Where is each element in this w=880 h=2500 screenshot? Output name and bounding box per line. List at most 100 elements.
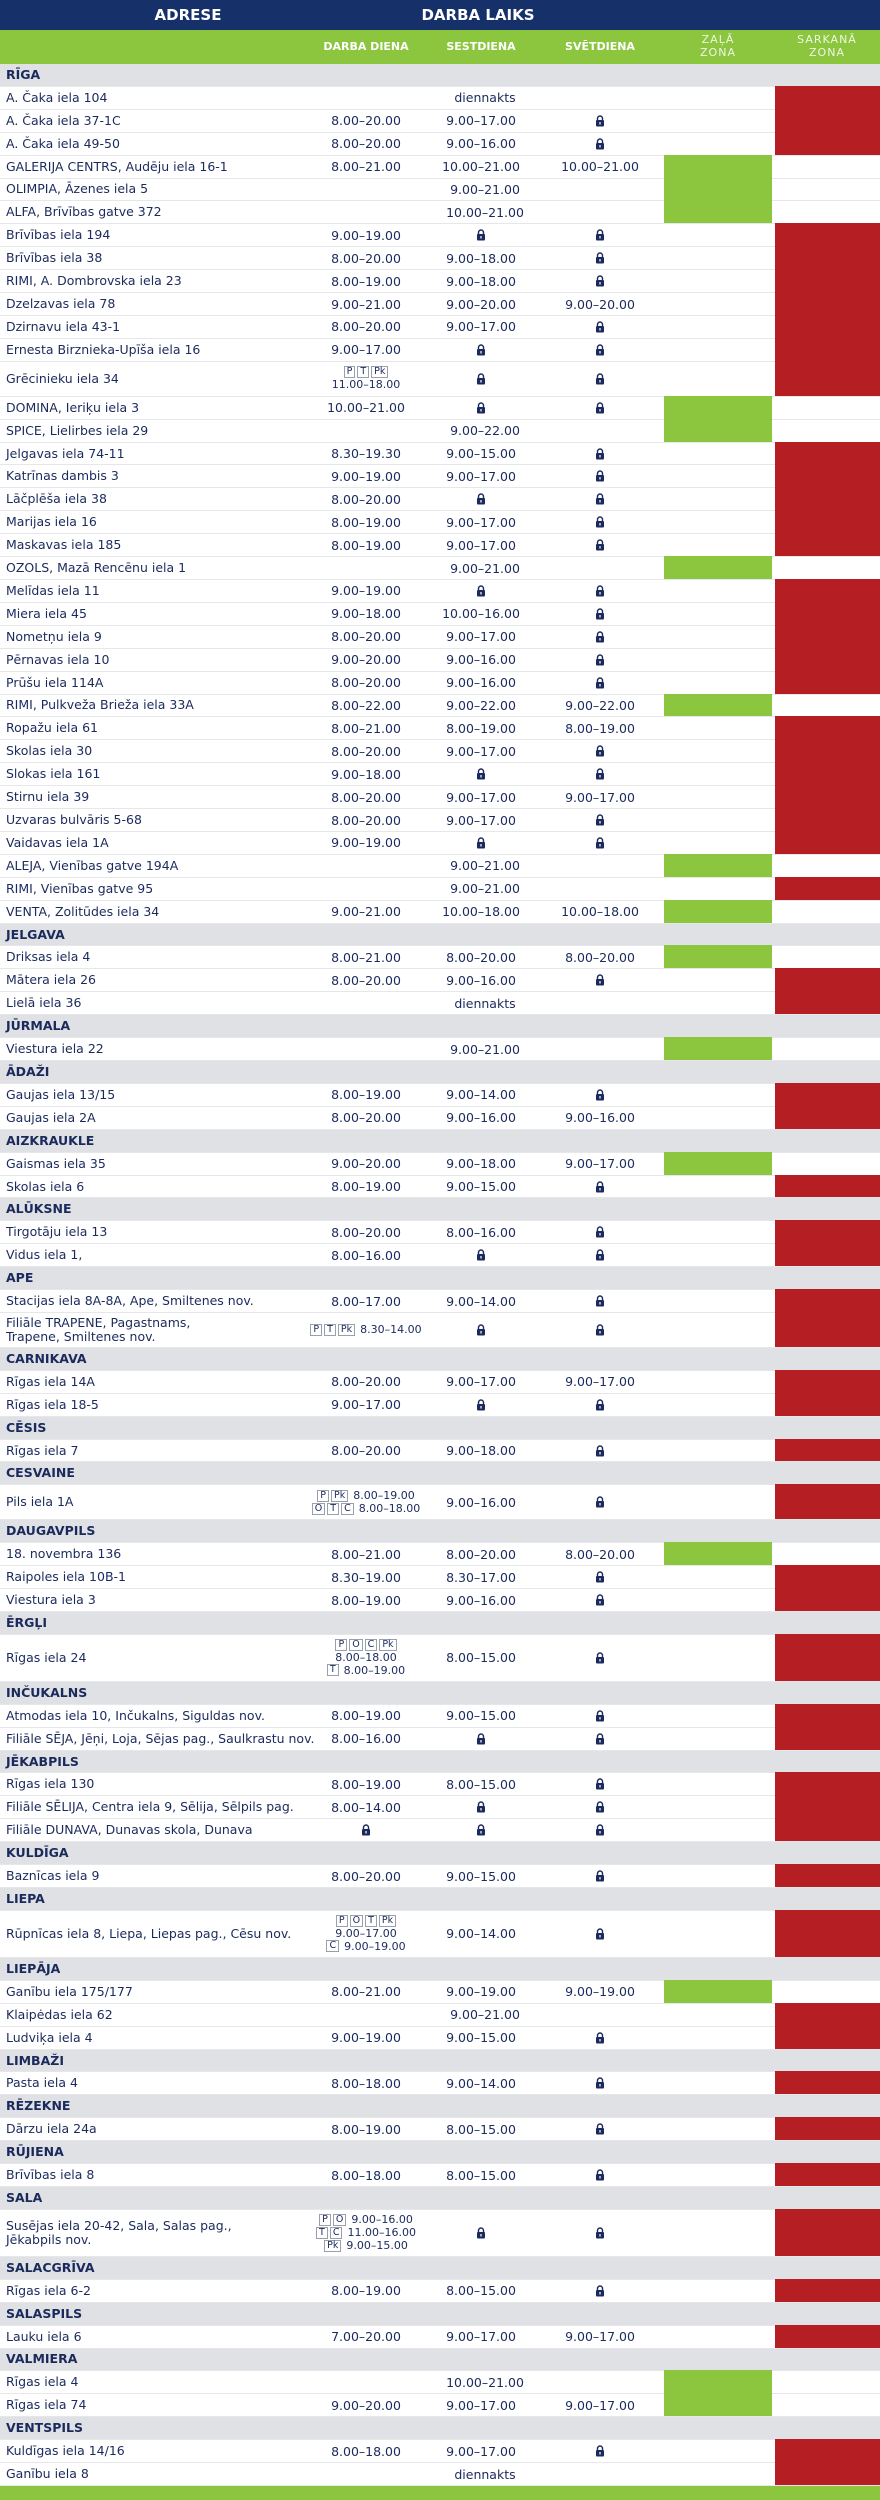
- hours-text: 9.00–16.00: [446, 972, 516, 988]
- hours-text: 9.00–19.00: [331, 2030, 401, 2046]
- hours-cell: [540, 809, 660, 831]
- address: Rīgas iela 4: [6, 2374, 79, 2390]
- hours-cell: [422, 2210, 540, 2256]
- zone-mark: [775, 1795, 880, 1819]
- hours-cell: 10.00–21.00: [310, 397, 422, 419]
- hours-text: 8.00–20.00: [446, 949, 516, 965]
- city-name: VENTSPILS: [6, 2420, 83, 2436]
- day-badge: C: [326, 1940, 340, 1953]
- hours-cell: [540, 2210, 660, 2256]
- address: Pils iela 1A: [6, 1494, 74, 1510]
- hours-text: 9.00–15.00: [446, 446, 516, 461]
- hours-cell: [540, 1911, 660, 1957]
- hours-text: 9.00–14.00: [446, 1293, 516, 1309]
- hours-cell: 9.00–15.00: [422, 443, 540, 465]
- address: A. Čaka iela 37-1C: [6, 112, 121, 128]
- hours-cell: P O C Pk 8.00–18.00 T 8.00–19.00: [310, 1635, 422, 1681]
- hours-cell: 8.00–20.00: [310, 316, 422, 338]
- hours-cell: 8.00–14.00: [310, 1796, 422, 1818]
- hours-cell: 7.00–20.00: [310, 2326, 422, 2348]
- hours-text: 9.00–18.00: [446, 250, 516, 266]
- city-name: APE: [6, 1270, 34, 1286]
- hours-text: 9.00–16.00: [565, 1110, 635, 1126]
- zone-mark: [775, 1633, 880, 1681]
- hours-cell: [540, 2027, 660, 2049]
- hours-cell: 8.00–16.00: [310, 1728, 422, 1750]
- zone-mark: [775, 533, 880, 557]
- hours-text: 8.00–20.00: [331, 250, 401, 266]
- zone-mark: [775, 1565, 880, 1589]
- hours-cell: 8.00–20.00: [310, 133, 422, 155]
- hours-cell: P T Pk 8.30–14.00: [310, 1313, 422, 1347]
- address: 18. novembra 136: [6, 1546, 122, 1562]
- hours-text: 9.00–18.00: [331, 766, 401, 782]
- lock-icon: [596, 1089, 604, 1101]
- hours-text: 10.00–21.00: [561, 159, 639, 175]
- zone-mark: [775, 464, 880, 488]
- hours-text: 8.00–15.00: [446, 2283, 516, 2299]
- zone-mark: [775, 1289, 880, 1312]
- hours-cell: 8.00–22.00: [310, 695, 422, 717]
- hours-cell: 8.00–20.00: [310, 969, 422, 991]
- table-row: Skolas iela 6 8.00–19.00 9.00–15.00: [0, 1174, 880, 1199]
- hours-cell: 10.00–18.00: [422, 901, 540, 923]
- lock-icon: [596, 275, 604, 287]
- lock-icon: [596, 676, 604, 689]
- address: Vaidavas iela 1A: [6, 834, 109, 850]
- hours-cell: 9.00–14.00: [422, 1084, 540, 1106]
- hours-cell: 10.00–21.00: [422, 156, 540, 178]
- hours-cell: 9.00–17.00: [422, 511, 540, 533]
- table-row: SPICE, Lielirbes iela 29 9.00–22.00: [0, 418, 880, 443]
- address: Kuldīgas iela 14/16: [6, 2443, 125, 2459]
- day-badge: T: [326, 1664, 339, 1677]
- hours-cell: [422, 580, 540, 602]
- hours-cell: [540, 969, 660, 991]
- hours-cell: 8.00–20.00: [310, 672, 422, 694]
- table-row: Pērnavas iela 10 9.00–20.00 9.00–16.00: [0, 647, 880, 672]
- address: Pasta iela 4: [6, 2075, 78, 2091]
- hours-cell: 9.00–18.00: [310, 603, 422, 625]
- table-row: Lāčplēša iela 38 8.00–20.00: [0, 487, 880, 512]
- hours-cell: 8.00–19.00: [310, 1176, 422, 1198]
- lock-icon: [477, 837, 485, 849]
- table-row: Rīgas iela 6-2 8.00–19.00 8.00–15.00: [0, 2278, 880, 2303]
- address: ALFA, Brīvības gatve 372: [6, 204, 162, 220]
- hours-line: P O C Pk: [335, 1638, 397, 1651]
- table-row: ALFA, Brīvības gatve 372 10.00–21.00: [0, 200, 880, 225]
- zone-mark: [775, 876, 880, 900]
- lock-icon: [477, 229, 485, 241]
- hours-text: 8.00–19.00: [331, 1708, 401, 1724]
- lock-icon: [596, 1180, 604, 1192]
- hours-text: 8.00–20.00: [331, 972, 401, 988]
- section-row: JŪRMALA: [0, 1015, 880, 1039]
- zone-mark: [775, 601, 880, 625]
- hours-cell: 9.00–15.00: [422, 1865, 540, 1887]
- hours-cell: 9.00–19.00: [310, 580, 422, 602]
- city-name: ĒRGĻI: [6, 1614, 48, 1630]
- lock-icon: [477, 1399, 485, 1411]
- hours-cell: 9.00–17.00: [422, 786, 540, 808]
- address: A. Čaka iela 104: [6, 89, 108, 105]
- lock-icon: [596, 1928, 604, 1940]
- zone-mark: [775, 2071, 880, 2095]
- lock-icon: [596, 402, 604, 414]
- hours-text: 9.00–16.00: [446, 136, 516, 152]
- section-row: LIMBAŽI: [0, 2049, 880, 2073]
- lock-icon: [596, 1732, 604, 1745]
- hours-line: Pk 9.00–15.00: [324, 2239, 408, 2252]
- lock-icon: [596, 1778, 604, 1790]
- address: Filiāle TRAPENE, Pagastnams, Trapene, Sm…: [6, 1314, 191, 1344]
- hours-cell: [540, 1865, 660, 1887]
- hours-cell: P Pk 8.00–19.00 O T C 8.00–18.00: [310, 1485, 422, 1519]
- hours-cell: [540, 224, 660, 246]
- hours-text: 9.00–16.00: [446, 675, 516, 691]
- hours-cell: 8.00–19.00: [310, 1084, 422, 1106]
- hours-cell: 9.00–17.00: [540, 2394, 660, 2416]
- hours-text: 8.00–20.00: [331, 789, 401, 805]
- zone-mark: [775, 670, 880, 694]
- hours-text: 9.00–17.00: [446, 468, 516, 484]
- hours-text: 9.00–16.00: [446, 1494, 516, 1510]
- hours-cell: 8.00–19.00: [310, 1705, 422, 1727]
- lock-icon: [477, 1801, 485, 1813]
- address: Lielā iela 36: [6, 995, 82, 1011]
